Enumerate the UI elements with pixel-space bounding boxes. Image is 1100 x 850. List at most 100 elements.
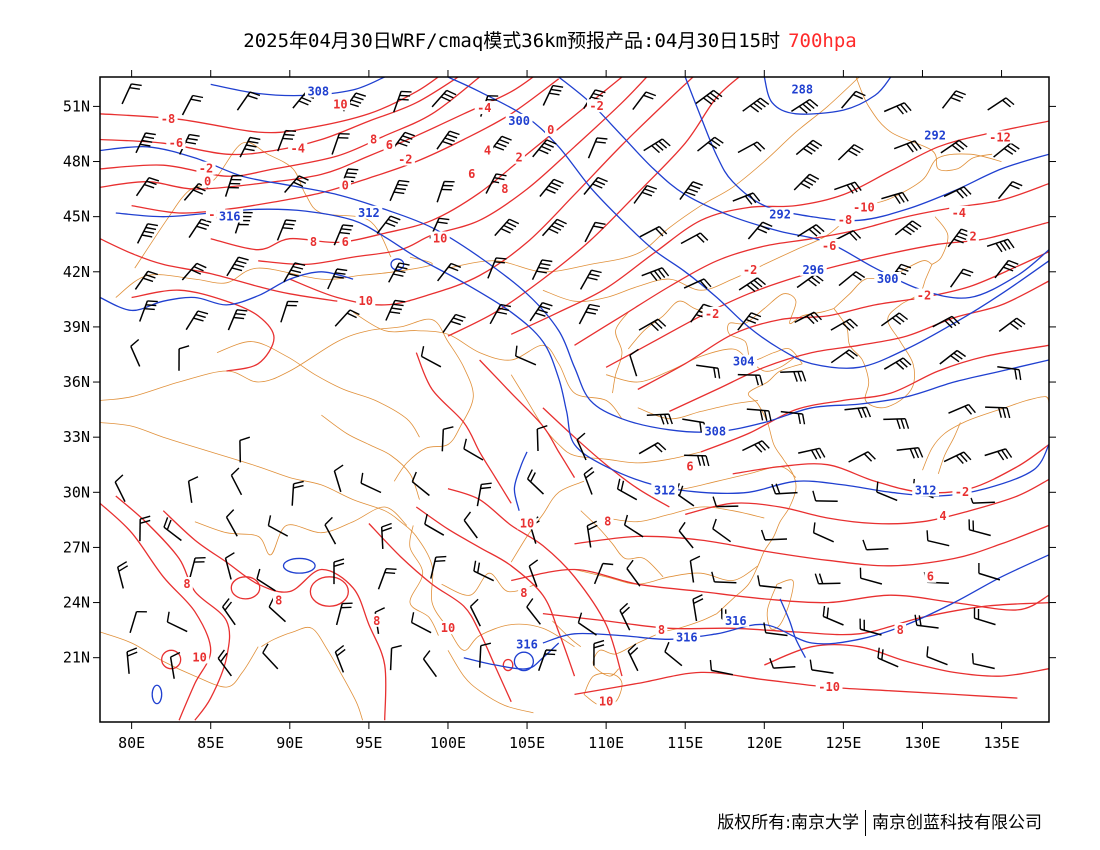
boundary-line [261, 626, 363, 721]
temperature-label: -4 [477, 101, 491, 115]
wind-barb [593, 639, 605, 666]
temperature-label-bg [395, 152, 415, 166]
wind-barb [793, 173, 820, 191]
temperature-isotherm [574, 671, 1018, 699]
wind-barb [114, 474, 126, 503]
wind-barb [536, 425, 548, 452]
temperature-isotherm [258, 77, 648, 266]
wind-barb [579, 269, 602, 290]
temperature-label-bg [474, 101, 494, 115]
height-label-bg [912, 483, 939, 497]
wind-barb [675, 483, 695, 507]
height-contour [779, 598, 806, 658]
temperature-label: 2 [969, 230, 976, 244]
wind-barb [284, 175, 309, 193]
wind-barb [993, 142, 1020, 158]
boundary-line [447, 77, 860, 273]
temperature-label: -8 [161, 112, 175, 126]
temperature-label-bg [967, 229, 979, 243]
temperature-label: 8 [310, 235, 317, 249]
wind-barb [689, 555, 701, 583]
height-contour [100, 145, 1049, 433]
temperature-label-bg [819, 238, 839, 252]
wind-barb [684, 454, 710, 467]
temperature-cell [309, 576, 349, 607]
wind-barb [809, 659, 834, 674]
wind-barb [126, 647, 138, 674]
height-contour [447, 77, 1049, 369]
wind-barb [121, 83, 142, 105]
boundary-line [574, 565, 759, 585]
wind-barb [139, 515, 151, 542]
wind-barb [129, 611, 147, 634]
wind-barb [136, 223, 159, 244]
wind-barb [627, 643, 639, 672]
height-label-bg [216, 209, 244, 223]
wind-barb [230, 467, 243, 496]
height-label: 316 [516, 638, 538, 652]
temperature-isotherm [542, 407, 670, 508]
temperature-label-bg [655, 623, 668, 636]
temperature-isotherm [574, 182, 1049, 346]
height-label: 316 [725, 614, 747, 628]
wind-barb [641, 267, 670, 282]
wind-barb [185, 310, 209, 331]
temperature-label: -4 [290, 142, 304, 156]
wind-barb [487, 257, 507, 279]
wind-barb [376, 215, 401, 234]
height-label: 304 [733, 355, 755, 369]
boundary-line [510, 374, 702, 464]
temperature-label-bg [383, 137, 396, 151]
wind-barb [812, 490, 838, 503]
wind-barb [798, 447, 826, 460]
wind-barb [795, 139, 823, 156]
boundary-line [766, 579, 794, 630]
temperature-label-bg [367, 132, 380, 146]
temperature-label: 6 [927, 570, 934, 584]
height-label-bg [722, 613, 750, 627]
wind-barb [420, 346, 442, 368]
wind-barb [943, 186, 972, 199]
height-label-bg [799, 262, 827, 276]
wind-barb [948, 403, 976, 415]
wind-barb [746, 408, 772, 422]
temperature-isotherm [447, 487, 623, 677]
temperature-label: 6 [468, 167, 475, 181]
wind-barb [389, 179, 410, 202]
temperature-label: 8 [520, 586, 527, 600]
temperature-label: -2 [955, 485, 969, 499]
temperature-isotherm [100, 77, 480, 177]
temperature-label: -2 [398, 153, 412, 167]
boundary-line [922, 396, 1049, 471]
temperature-isotherm [637, 251, 1049, 390]
height-label: 312 [654, 483, 676, 497]
boundary-line [510, 480, 585, 563]
wind-barb [221, 598, 236, 626]
temperature-isotherm [415, 506, 576, 677]
wind-barb [769, 658, 796, 669]
lat-label: 51N [63, 97, 90, 115]
temperature-isotherm [510, 120, 1049, 335]
lon-label: 125E [825, 734, 861, 752]
height-label: 312 [915, 483, 937, 497]
wind-barb [880, 312, 909, 327]
wind-barb [978, 563, 1001, 581]
wind-barb [166, 611, 188, 633]
temperature-label-bg [513, 150, 525, 164]
temperature-label-bg [438, 621, 458, 635]
temperature-label-bg [894, 623, 907, 636]
height-label: 308 [704, 425, 726, 439]
temperature-label: 10 [192, 651, 206, 665]
height-label-bg [874, 272, 902, 285]
wind-barb [896, 447, 924, 459]
wind-barb [391, 131, 415, 151]
wind-barb [862, 539, 889, 551]
wind-barb [973, 607, 996, 626]
temperature-label: 8 [897, 623, 904, 637]
height-contour [210, 77, 385, 97]
wind-barb [334, 644, 346, 673]
wind-barb [436, 180, 455, 203]
wind-barb [712, 518, 732, 543]
temperature-label-bg [835, 213, 855, 227]
wind-barb [822, 605, 844, 626]
